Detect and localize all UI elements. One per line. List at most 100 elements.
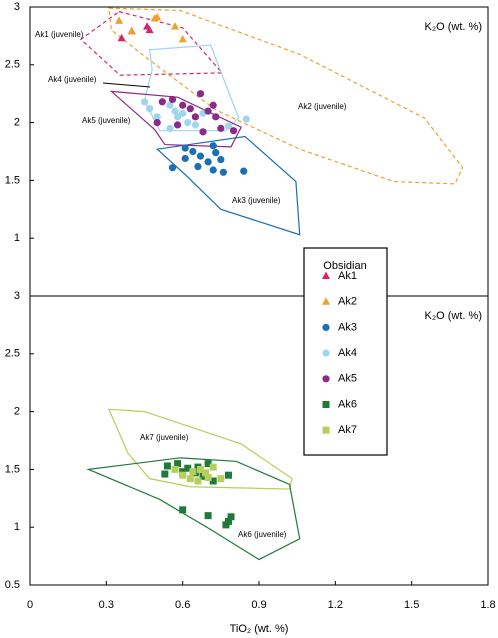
y-tick-label: 2.5 bbox=[5, 59, 20, 71]
triangle-marker bbox=[117, 33, 126, 42]
y-tick-label: 1 bbox=[14, 232, 20, 244]
circle-marker bbox=[217, 155, 225, 164]
juvenile-field bbox=[155, 135, 301, 236]
legend-label: Ak4 bbox=[338, 347, 357, 359]
legend-entry: Ak1 bbox=[322, 270, 357, 282]
y-tick-label: 2 bbox=[14, 117, 20, 129]
square-marker bbox=[196, 465, 204, 473]
square-marker bbox=[179, 471, 187, 479]
square-marker bbox=[171, 465, 179, 473]
circle-marker bbox=[191, 121, 199, 129]
x-tick-label: 0 bbox=[27, 599, 33, 611]
square-marker bbox=[224, 517, 232, 525]
legend-label: Ak3 bbox=[338, 321, 357, 333]
legend-entry: Ak6 bbox=[322, 398, 357, 410]
field-label: Ak1 (juvenile) bbox=[35, 30, 84, 39]
circle-marker bbox=[229, 127, 238, 135]
juvenile-field bbox=[86, 457, 301, 561]
circle-marker bbox=[173, 113, 182, 121]
legend-label: Ak1 bbox=[338, 270, 357, 282]
juvenile-field bbox=[109, 90, 243, 148]
x-tick-label: 0.9 bbox=[251, 599, 266, 611]
square-marker bbox=[204, 460, 212, 468]
legend-marker bbox=[322, 375, 330, 383]
square-marker bbox=[204, 473, 212, 481]
legend-entry: Ak7 bbox=[322, 424, 357, 436]
circle-marker bbox=[186, 105, 194, 113]
circle-marker bbox=[224, 122, 233, 130]
legend-label: Ak5 bbox=[338, 373, 357, 385]
circle-marker bbox=[179, 101, 187, 109]
y-tick-label: 2.5 bbox=[5, 348, 20, 360]
legend-marker bbox=[322, 349, 330, 357]
circle-marker bbox=[209, 101, 217, 109]
circle-marker bbox=[209, 142, 217, 150]
circle-marker bbox=[168, 164, 177, 172]
x-tick-label: 1.5 bbox=[404, 599, 419, 611]
circle-marker bbox=[189, 147, 197, 156]
legend-entry: Ak5 bbox=[322, 373, 357, 385]
y-axis-label: K₂O (wt. %) bbox=[425, 21, 482, 33]
circle-marker bbox=[181, 154, 189, 163]
circle-marker bbox=[158, 98, 166, 106]
field-label: Ak3 (juvenile) bbox=[232, 196, 281, 205]
square-marker bbox=[209, 477, 217, 485]
legend-entry: Ak4 bbox=[322, 347, 357, 359]
x-tick-label: 1.8 bbox=[480, 599, 495, 611]
field-label: Ak4 (juvenile) bbox=[48, 75, 97, 84]
circle-marker bbox=[179, 109, 187, 117]
plot-frame bbox=[29, 295, 489, 586]
field-label: Ak5 (juvenile) bbox=[82, 116, 131, 125]
circle-marker bbox=[196, 90, 205, 98]
circle-marker bbox=[171, 107, 179, 115]
legend-entry: Ak2 bbox=[322, 296, 357, 308]
juvenile-field bbox=[79, 10, 224, 76]
square-marker bbox=[202, 469, 210, 477]
square-marker bbox=[189, 468, 197, 476]
circle-marker bbox=[204, 158, 212, 166]
legend-marker bbox=[322, 271, 330, 279]
square-marker bbox=[209, 463, 217, 471]
triangle-marker bbox=[145, 25, 154, 34]
square-marker bbox=[186, 475, 194, 483]
juvenile-field bbox=[108, 7, 464, 185]
x-tick-label: 1.2 bbox=[328, 599, 343, 611]
x-tick-label: 0.3 bbox=[99, 599, 114, 611]
field-label: Ak2 (juvenile) bbox=[298, 102, 347, 111]
square-marker bbox=[184, 464, 192, 472]
circle-marker bbox=[166, 101, 174, 109]
x-axis-label: TiO₂ (wt. %) bbox=[230, 623, 289, 635]
legend-marker bbox=[322, 297, 330, 305]
legend-marker bbox=[322, 401, 330, 408]
y-axis-label: K₂O (wt. %) bbox=[425, 310, 482, 322]
leader-line bbox=[102, 82, 151, 88]
circle-marker bbox=[196, 152, 205, 160]
square-marker bbox=[224, 471, 232, 479]
y-tick-label: 1.5 bbox=[5, 463, 20, 475]
triangle-marker bbox=[127, 26, 136, 35]
square-marker bbox=[161, 470, 169, 478]
legend-label: Ak7 bbox=[338, 424, 357, 436]
circle-marker bbox=[204, 107, 212, 115]
circle-marker bbox=[153, 119, 161, 127]
legend-marker bbox=[322, 323, 330, 331]
circle-marker bbox=[184, 119, 192, 127]
circle-marker bbox=[209, 166, 217, 174]
square-marker bbox=[179, 506, 187, 514]
juvenile-field bbox=[107, 408, 293, 490]
circle-marker bbox=[199, 128, 207, 136]
y-tick-label: 2 bbox=[14, 406, 20, 418]
circle-marker bbox=[191, 113, 199, 121]
square-marker bbox=[194, 477, 202, 485]
juvenile-field bbox=[143, 44, 240, 132]
circle-marker bbox=[140, 98, 149, 106]
legend-marker bbox=[322, 426, 330, 434]
field-label: Ak6 (juvenile) bbox=[238, 530, 287, 539]
y-tick-label: 0.5 bbox=[5, 579, 20, 591]
y-tick-label: 1 bbox=[14, 521, 20, 533]
triangle-marker bbox=[115, 16, 124, 24]
circle-marker bbox=[181, 144, 189, 152]
legend-label: Ak6 bbox=[338, 398, 357, 410]
circle-marker bbox=[240, 167, 248, 175]
